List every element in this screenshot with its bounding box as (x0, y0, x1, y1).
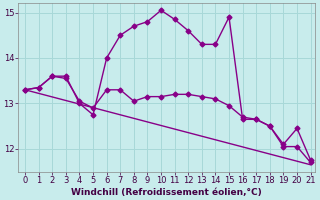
X-axis label: Windchill (Refroidissement éolien,°C): Windchill (Refroidissement éolien,°C) (71, 188, 262, 197)
